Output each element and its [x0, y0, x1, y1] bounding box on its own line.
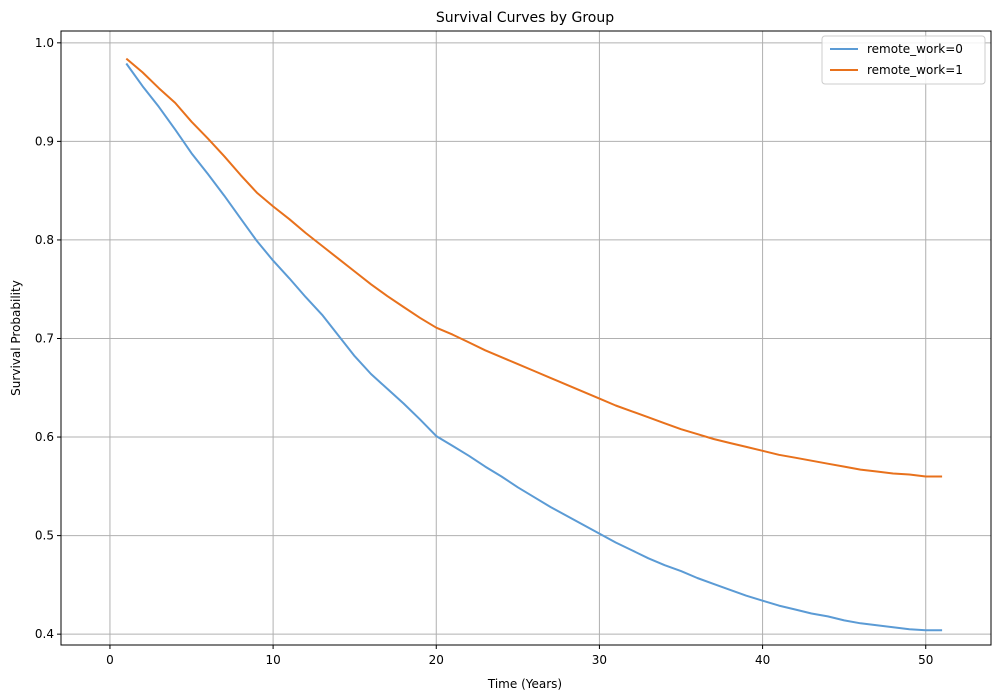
y-tick-label: 0.7 — [35, 331, 54, 345]
axis-ticks: 0 10 20 30 40 50 0.4 0.5 0.6 0.7 0.8 0.9 1.0 — [35, 36, 933, 667]
y-tick-label: 0.6 — [35, 430, 54, 444]
legend-label-1: remote_work=0 — [867, 42, 963, 56]
x-tick-label: 30 — [592, 653, 607, 667]
legend: remote_work=0 remote_work=1 — [821, 35, 986, 85]
x-tick-label: 20 — [429, 653, 444, 667]
y-tick-label: 1.0 — [35, 36, 54, 50]
y-tick-label: 0.4 — [35, 627, 54, 641]
x-axis-label: Time (Years) — [487, 677, 562, 691]
x-tick-label: 0 — [106, 653, 114, 667]
y-tick-label: 0.9 — [35, 134, 54, 148]
legend-box — [821, 35, 986, 85]
grid-lines — [61, 31, 991, 645]
y-tick-label: 0.8 — [35, 233, 54, 247]
chart-title: Survival Curves by Group — [436, 10, 614, 26]
series-line-2 — [125, 57, 943, 478]
series-lines — [125, 57, 943, 632]
series-line-1 — [125, 62, 943, 632]
legend-label-2: remote_work=1 — [867, 63, 963, 77]
x-tick-label: 40 — [755, 653, 770, 667]
x-tick-label: 10 — [265, 653, 280, 667]
y-tick-label: 0.5 — [35, 529, 54, 543]
y-axis-label: Survival Probability — [9, 280, 23, 396]
x-tick-label: 50 — [918, 653, 933, 667]
